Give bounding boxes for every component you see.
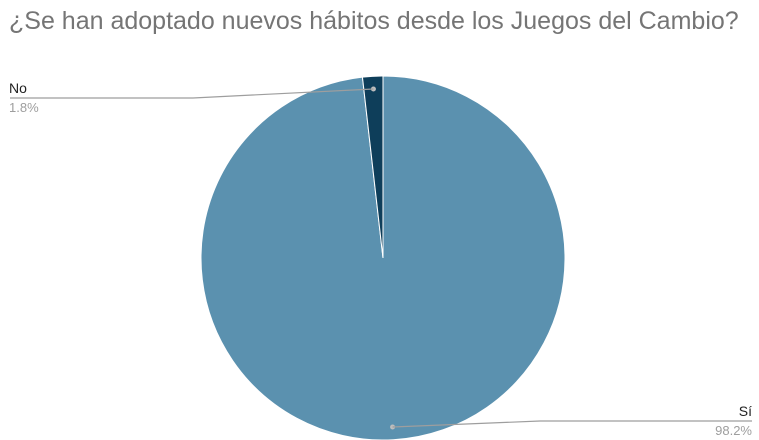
pie-callouts: Sí 98.2% No 1.8% xyxy=(9,80,752,438)
pie-slice-no xyxy=(361,75,384,259)
callout-line-si xyxy=(392,420,752,428)
slice-label-no: No xyxy=(9,80,27,96)
chart-title: ¿Se han adoptado nuevos hábitos desde lo… xyxy=(9,7,739,35)
slice-percent-si: 98.2% xyxy=(715,423,752,438)
pie-slices xyxy=(200,75,566,440)
callout-line-no xyxy=(10,88,374,99)
slice-label-si: Sí xyxy=(739,403,752,419)
slice-percent-no: 1.8% xyxy=(9,100,39,115)
